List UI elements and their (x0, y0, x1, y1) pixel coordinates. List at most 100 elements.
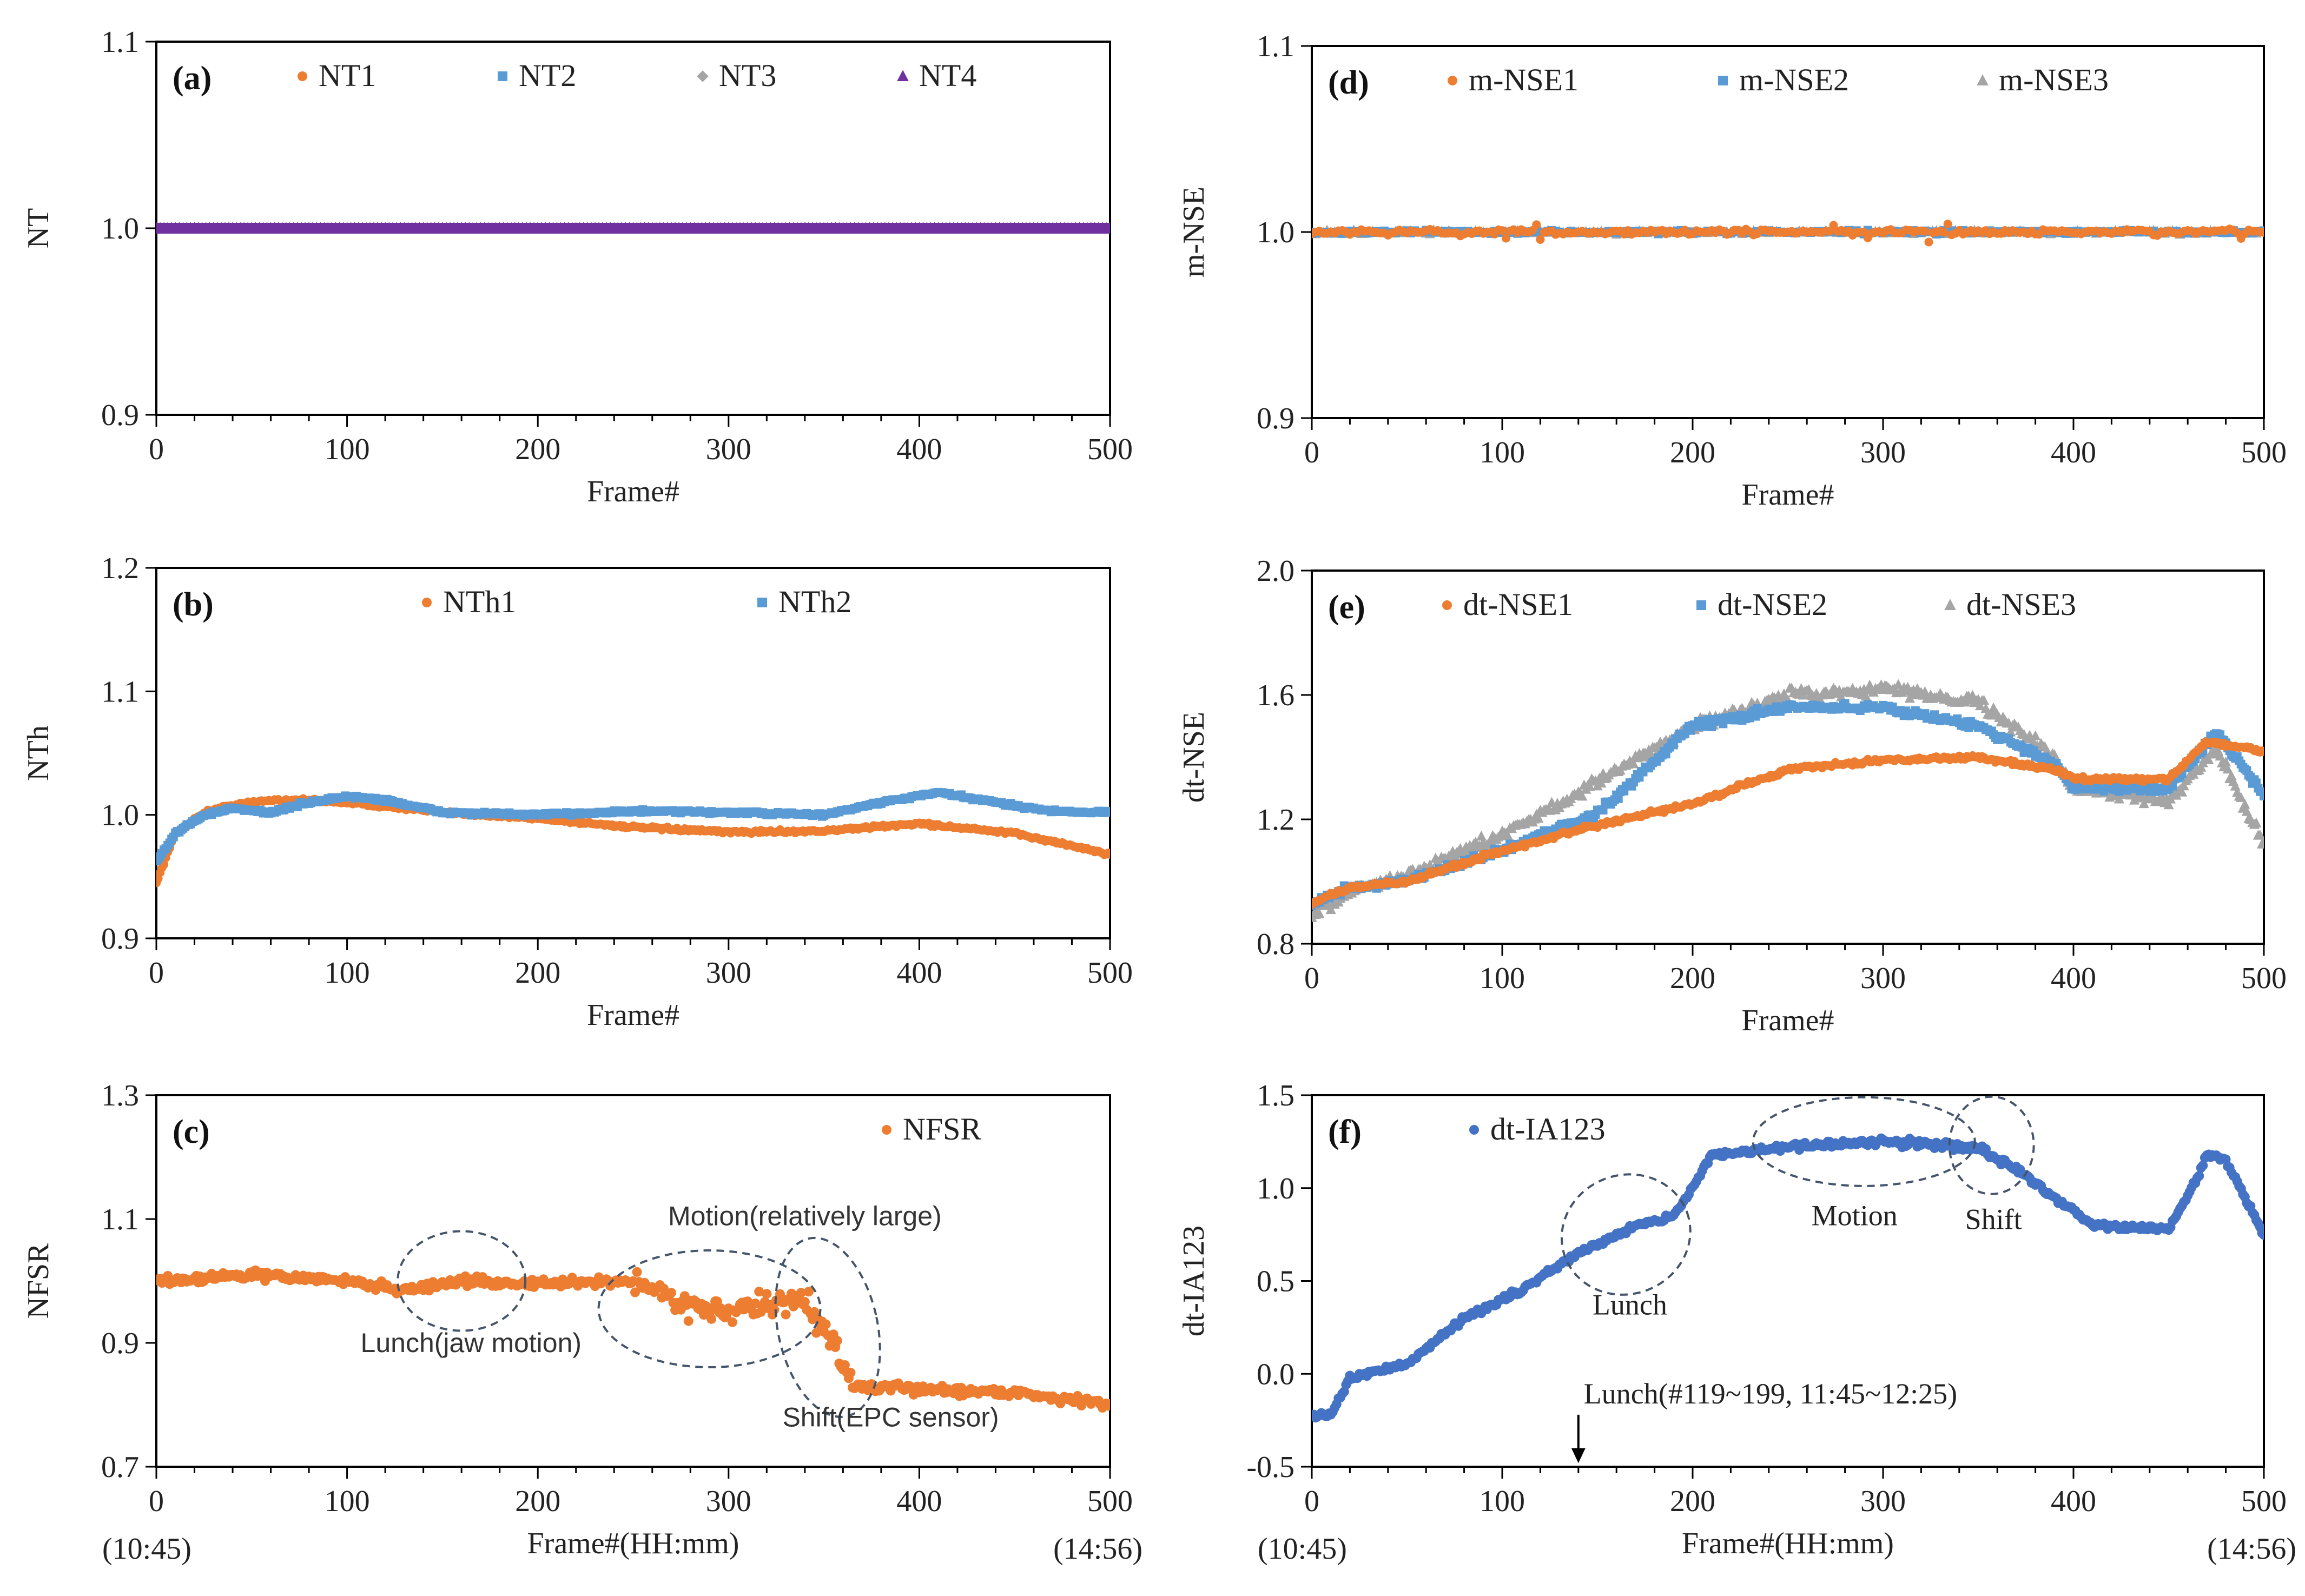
annot-shift: Shift(EPC sensor) (782, 1402, 999, 1433)
legend-NT4-marker (897, 70, 909, 81)
legend-dt-NSE1-marker (1442, 600, 1452, 610)
panel-tag: (d) (1328, 64, 1369, 101)
y-tick-label: 1.1 (1257, 30, 1295, 63)
legend-m-NSE1-label: m-NSE1 (1469, 62, 1579, 97)
legend-m-NSE2-label: m-NSE2 (1739, 62, 1849, 97)
x-tick-label: 400 (2051, 1485, 2096, 1518)
series-dt-NSE3-point (2241, 806, 2252, 816)
series-dt-NSE2-point (2168, 782, 2177, 791)
annot-lunch: Lunch (1593, 1288, 1667, 1321)
series-NFSR-point (809, 1307, 820, 1317)
x-tick-label: 300 (706, 1485, 751, 1518)
x-axis-title: Frame# (587, 998, 679, 1032)
y-tick-label: 1.0 (101, 212, 139, 246)
series-NFSR-point (754, 1287, 764, 1297)
series-dt-NSE3-point (1967, 690, 1978, 700)
series-mNSE-point (1502, 234, 1511, 243)
series-mNSE-point (1536, 235, 1545, 244)
series-NTh1-point (1106, 850, 1110, 859)
x-tick-label: 400 (2051, 436, 2096, 469)
panel-tag: (c) (173, 1114, 210, 1150)
series-dtIA123-point (2259, 1230, 2264, 1240)
y-tick-label: 0.8 (1257, 928, 1295, 961)
x-tick-label: 100 (325, 1485, 370, 1518)
legend-NFSR-marker (882, 1125, 891, 1135)
time-start-label: (10:45) (102, 1532, 191, 1566)
series-dt-NSE3-point (2114, 793, 2125, 804)
lunch-arrow-head (1571, 1448, 1586, 1463)
series-NFSR-point (716, 1303, 726, 1314)
series-dt-NSE3-point (2230, 780, 2241, 791)
series-NFSR-point (811, 1328, 821, 1338)
series-NFSR-point (630, 1287, 640, 1297)
motion-ellipse (597, 1249, 822, 1369)
legend-NT4-label: NT4 (919, 58, 976, 93)
legend-NT2-marker (498, 71, 507, 81)
lunch-ellipse (397, 1230, 527, 1332)
legend-NTh1-marker (422, 598, 432, 607)
series-dt-NSE3-point (1904, 693, 1915, 703)
legend-NT3-marker (697, 70, 709, 82)
series-dt-NSE3-point (2030, 730, 2041, 740)
series-NFSR-point (769, 1304, 780, 1315)
series-mNSE-point (1920, 227, 1930, 236)
series-dt-NSE2-point (1599, 805, 1608, 814)
series-NFSR-point (796, 1288, 806, 1298)
x-tick-label: 100 (325, 433, 370, 466)
y-axis-title: dt-IA123 (1177, 1226, 1211, 1336)
y-axis-title: NT (22, 208, 55, 249)
x-axis-title: Frame# (1741, 1004, 1834, 1037)
annot-motion: Motion(relatively large) (668, 1201, 942, 1231)
series-dt-NSE1-point (2260, 747, 2264, 756)
series-NFSR-point (781, 1309, 791, 1320)
y-tick-label: 1.6 (1257, 679, 1295, 712)
panel-e: 0 100 200 300 400 5000.81.21.62.0Frame#dt-NSE… (1177, 554, 2287, 1037)
y-tick-label: 1.0 (1257, 216, 1295, 249)
y-tick-label: 0.9 (101, 1327, 139, 1360)
x-tick-label: 0 (149, 956, 164, 990)
x-axis-title: Frame# (1741, 478, 1834, 512)
legend-dt-NSE3-label: dt-NSE3 (1966, 587, 2076, 622)
series-dt-NSE3-point (2240, 798, 2250, 809)
series-NFSR-point (727, 1317, 737, 1327)
series-NFSR-point (683, 1316, 694, 1326)
y-tick-label: 0.7 (101, 1451, 139, 1484)
series-NFSR-point (821, 1319, 831, 1329)
motion-ellipse (1752, 1096, 1976, 1187)
series-mNSE-point (1498, 226, 1507, 235)
legend-NT2-label: NT2 (519, 58, 576, 93)
y-tick-label: 1.1 (101, 675, 139, 708)
x-tick-label: 500 (2241, 962, 2287, 995)
x-tick-label: 200 (515, 956, 560, 990)
x-tick-label: 400 (896, 1485, 942, 1518)
shift-ellipse (774, 1236, 881, 1418)
y-tick-label: 0.0 (1257, 1357, 1295, 1391)
lunch-ellipse (1560, 1173, 1692, 1296)
data-points (156, 1265, 1110, 1413)
x-tick-label: 300 (1860, 962, 1906, 995)
y-axis-title: NFSR (22, 1243, 55, 1319)
series-dt-NSE3-point (1974, 700, 1986, 711)
series-mNSE-point (1939, 228, 1949, 237)
time-start-label: (10:45) (1258, 1532, 1347, 1566)
y-axis-title: m-NSE (1177, 187, 1211, 277)
series-dt-NSE3-point (1584, 781, 1595, 791)
x-tick-label: 300 (706, 433, 751, 466)
series-dt-NSE3-point (2255, 829, 2264, 840)
x-tick-label: 200 (1670, 962, 1715, 995)
legend-dt-NSE2-marker (1696, 600, 1706, 610)
panel-tag: (b) (173, 586, 214, 623)
series-dt-NSE3-point (2178, 780, 2189, 791)
x-axis-title: Frame#(HH:mm) (527, 1527, 739, 1560)
x-tick-label: 400 (2051, 962, 2096, 995)
legend-NT3-label: NT3 (719, 58, 776, 93)
series-NFSR-point (846, 1367, 856, 1378)
series-mNSE-point (1924, 237, 1933, 247)
series-dt-NSE3-point (1779, 688, 1789, 699)
legend-dt-NSE2-label: dt-NSE2 (1718, 587, 1827, 622)
y-axis-title: dt-NSE (1177, 712, 1211, 803)
plot-frame (1311, 569, 2265, 945)
data-points (156, 787, 1110, 888)
legend-dtIA123-label: dt-IA123 (1490, 1111, 1606, 1147)
x-axis-title: Frame#(HH:mm) (1682, 1527, 1894, 1560)
